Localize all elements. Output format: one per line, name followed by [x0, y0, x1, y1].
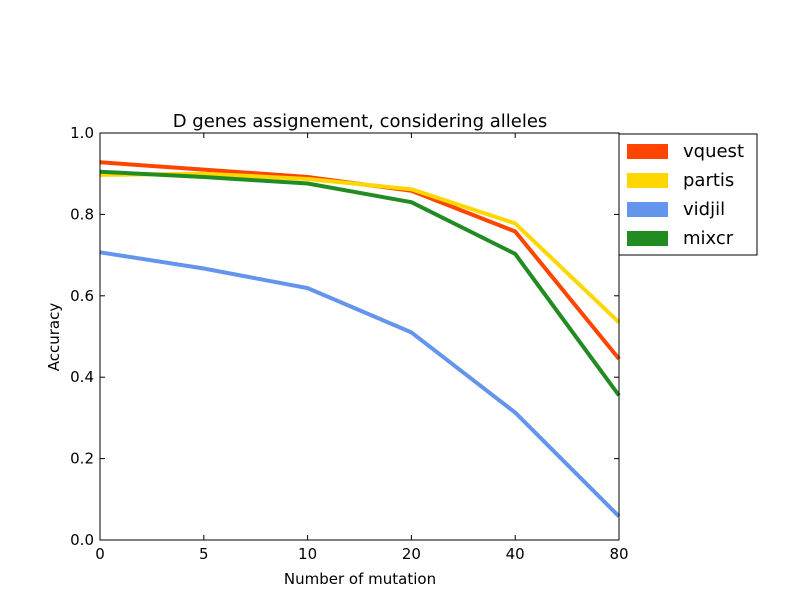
legend: vquest partis vidjil mixcr — [618, 133, 758, 256]
series-line-mixcr — [99, 169, 621, 397]
legend-swatch-partis — [627, 173, 668, 188]
x-tick-label: 0 — [95, 545, 105, 563]
x-tick-label: 10 — [298, 545, 317, 563]
legend-swatch-vidjil — [627, 202, 668, 217]
x-tick-label: 20 — [402, 545, 421, 563]
legend-label-partis: partis — [683, 170, 734, 191]
plot-lines — [99, 160, 621, 518]
x-tick-label: 5 — [199, 545, 209, 563]
y-tick-label: 0.2 — [70, 450, 94, 468]
y-tick-label: 0.4 — [70, 368, 94, 386]
x-tick-label: 40 — [506, 545, 525, 563]
y-tick-label: 0.8 — [70, 205, 94, 223]
legend-swatch-vquest — [627, 144, 668, 159]
x-axis-label: Number of mutation — [284, 570, 436, 588]
x-axis-ticks: 0 5 10 20 40 80 — [95, 133, 629, 563]
legend-label-vidjil: vidjil — [683, 199, 725, 220]
x-tick-label: 80 — [609, 545, 628, 563]
series-line-partis — [99, 171, 621, 324]
y-tick-label: 0.0 — [70, 531, 94, 549]
series-line-vidjil — [99, 250, 621, 518]
y-axis-label: Accuracy — [45, 303, 63, 372]
legend-swatch-mixcr — [627, 231, 668, 246]
plot-frame — [99, 132, 620, 541]
y-axis-ticks: 0.0 0.2 0.4 0.6 0.8 1.0 — [70, 124, 619, 549]
y-tick-label: 0.6 — [70, 287, 94, 305]
chart-title: D genes assignement, considering alleles — [173, 111, 548, 132]
legend-label-vquest: vquest — [683, 141, 744, 162]
legend-label-mixcr: mixcr — [683, 228, 734, 249]
y-tick-label: 1.0 — [70, 124, 94, 142]
